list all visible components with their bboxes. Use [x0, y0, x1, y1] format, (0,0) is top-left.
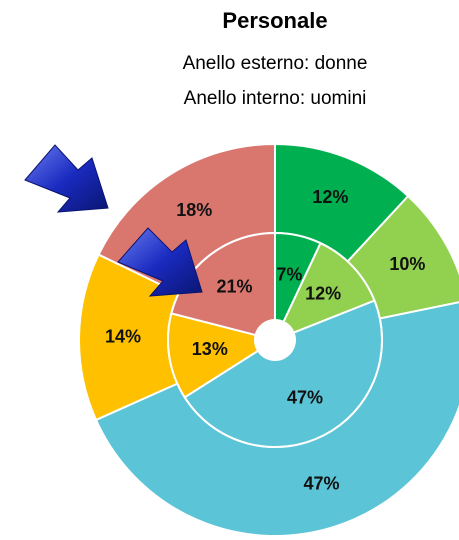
arrow	[24, 144, 109, 213]
arrow	[117, 227, 203, 297]
chart-title: Personale	[222, 8, 327, 33]
data-label: 13%	[192, 339, 228, 359]
rings: 12%10%47%14%18%7%12%47%13%21%	[78, 142, 459, 537]
data-label: 14%	[105, 326, 141, 346]
slice	[282, 241, 376, 334]
data-label: 21%	[217, 277, 253, 297]
data-label: 47%	[287, 388, 323, 408]
data-label: 12%	[305, 284, 341, 304]
slice	[167, 312, 260, 399]
data-label: 10%	[389, 254, 425, 274]
subtitle: Anello interno: uomini	[184, 88, 367, 109]
data-label: 47%	[304, 473, 340, 493]
slice	[183, 299, 383, 448]
data-label: 12%	[312, 187, 348, 207]
data-label: 7%	[276, 264, 302, 284]
arrows	[24, 144, 203, 297]
data-label: 18%	[176, 200, 212, 220]
subtitle: Anello esterno: donne	[183, 53, 368, 74]
